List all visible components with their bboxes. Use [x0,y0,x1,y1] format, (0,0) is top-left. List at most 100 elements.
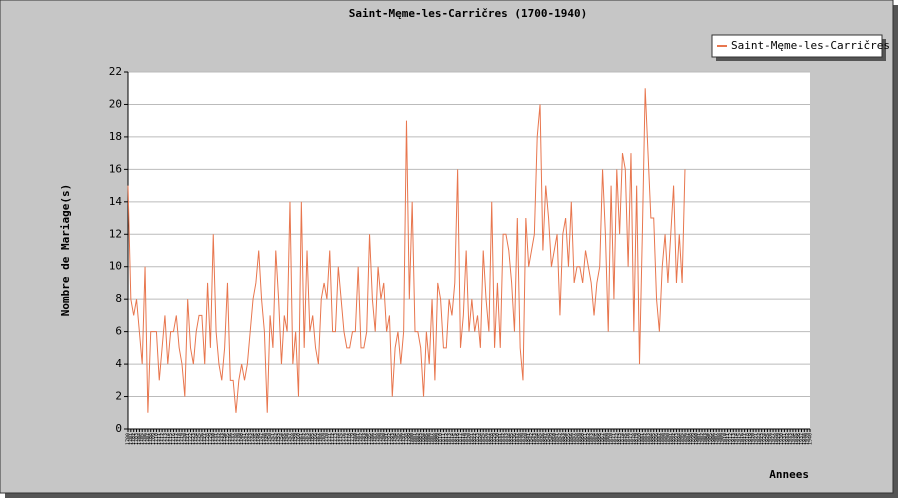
x-tick-label: 1736 [228,433,234,445]
x-tick-label: 1794 [393,433,399,445]
x-tick-label: 1935 [793,433,799,445]
x-tick-label: 1854 [563,433,569,445]
x-tick-label: 1923 [759,433,765,445]
x-tick-label: 1765 [310,433,316,445]
x-tick-label: 1724 [194,433,200,445]
x-tick-label: 1878 [631,433,637,445]
x-tick-label: 1751 [270,433,276,445]
x-tick-label: 1861 [583,433,589,445]
x-tick-label: 1871 [611,433,617,445]
x-tick-label: 1705 [140,433,146,445]
x-tick-label: 1733 [219,433,225,445]
x-tick-label: 1842 [529,433,535,445]
x-tick-label: 1791 [384,433,390,445]
x-tick-label: 1901 [697,433,703,445]
x-tick-label: 1845 [538,433,544,445]
x-tick-label: 1717 [174,433,180,445]
x-tick-label: 1896 [682,433,688,445]
x-tick-label: 1756 [285,433,291,445]
x-tick-label: 1867 [600,433,606,445]
x-tick-label: 1743 [248,433,254,445]
x-tick-label: 1825 [481,433,487,445]
y-tick-label: 4 [115,357,122,370]
x-tick-label: 1812 [444,433,450,445]
x-tick-label: 1915 [736,433,742,445]
x-tick-label: 1778 [347,433,353,445]
x-tick-label: 1796 [398,433,404,445]
x-tick-label: 1706 [143,433,149,445]
y-tick-label: 14 [109,195,123,208]
x-tick-label: 1930 [779,433,785,445]
x-tick-label: 1818 [461,433,467,445]
x-tick-label: 1744 [251,433,257,445]
y-tick-label: 20 [109,97,122,110]
x-tick-label: 1760 [296,433,302,445]
x-tick-label: 1807 [430,433,436,445]
x-tick-label: 1904 [705,433,711,445]
x-tick-label: 1712 [160,433,166,445]
x-tick-label: 1720 [182,433,188,445]
x-tick-label: 1846 [540,433,546,445]
y-tick-label: 2 [115,390,122,403]
x-tick-label: 1880 [637,433,643,445]
x-tick-label: 1857 [572,433,578,445]
x-tick-label: 1894 [677,433,683,445]
x-tick-label: 1869 [606,433,612,445]
x-tick-label: 1931 [782,433,788,445]
x-tick-label: 1839 [520,433,526,445]
x-tick-label: 1714 [165,433,171,445]
x-tick-label: 1908 [717,433,723,445]
x-tick-label: 1847 [543,433,549,445]
series-line [127,88,686,413]
x-tick-label: 1840 [523,433,529,445]
x-tick-label: 1850 [552,433,558,445]
x-tick-label: 1836 [512,433,518,445]
x-tick-label: 1891 [668,433,674,445]
x-tick-label: 1856 [569,433,575,445]
x-tick-label: 1727 [202,433,208,445]
x-tick-label: 1752 [273,433,279,445]
x-tick-label: 1771 [327,433,333,445]
x-tick-label: 1885 [651,433,657,445]
x-tick-label: 1740 [239,433,245,445]
x-tick-label: 1879 [634,433,640,445]
x-tick-label: 1866 [597,433,603,445]
x-tick-label: 1868 [603,433,609,445]
x-tick-label: 1801 [413,433,419,445]
x-tick-label: 1940 [808,433,814,445]
x-tick-label: 1929 [776,433,782,445]
x-tick-label: 1766 [313,433,319,445]
x-tick-label: 1914 [734,433,740,445]
x-tick-label: 1777 [344,433,350,445]
y-tick-label: 0 [115,422,122,435]
x-tick-label: 1805 [424,433,430,445]
x-axis-label: Annees [769,468,809,481]
x-tick-label: 1833 [503,433,509,445]
x-tick-label: 1892 [671,433,677,445]
chart-title: Saint-Męme-les-Carričres (1700-1940) [349,7,587,20]
x-tick-label: 1921 [754,433,760,445]
x-tick-label: 1876 [626,433,632,445]
x-tick-label: 1917 [742,433,748,445]
x-tick-label: 1909 [719,433,725,445]
x-tick-label: 1746 [256,433,262,445]
x-tick-label: 1928 [773,433,779,445]
x-tick-label: 1710 [154,433,160,445]
x-tick-label: 1787 [373,433,379,445]
x-tick-label: 1899 [691,433,697,445]
x-tick-label: 1893 [674,433,680,445]
x-tick-label: 1814 [449,433,455,445]
x-tick-label: 1725 [197,433,203,445]
x-tick-label: 1753 [276,433,282,445]
x-tick-label: 1701 [128,433,134,445]
x-tick-label: 1887 [657,433,663,445]
x-tick-label: 1813 [447,433,453,445]
x-tick-label: 1938 [802,433,808,445]
x-tick-label: 1872 [614,433,620,445]
x-tick-label: 1888 [660,433,666,445]
x-tick-label: 1790 [381,433,387,445]
y-tick-label: 8 [115,292,122,305]
x-tick-label: 1900 [694,433,700,445]
x-tick-label: 1784 [364,433,370,445]
